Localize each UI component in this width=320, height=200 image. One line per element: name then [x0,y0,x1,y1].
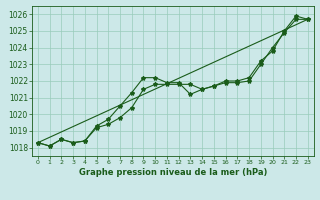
X-axis label: Graphe pression niveau de la mer (hPa): Graphe pression niveau de la mer (hPa) [79,168,267,177]
